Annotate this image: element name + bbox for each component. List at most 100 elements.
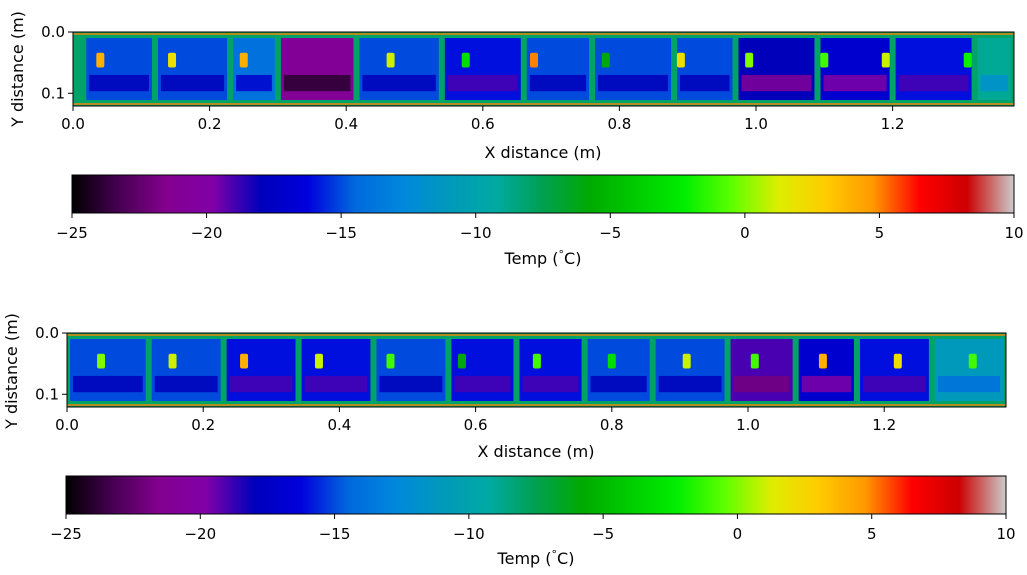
colorbar-tick-label: 0 (740, 224, 750, 242)
heatmap-bottom-module-11-cold-band (801, 375, 851, 393)
heatmap-bottom-cells (67, 333, 1006, 407)
colorbar-tick-label: 10 (1004, 224, 1023, 242)
heatmap-top-cells (73, 32, 1014, 106)
x-tick-label: 1.0 (736, 416, 760, 434)
heatmap-bottom-hot-spot-13 (968, 353, 977, 369)
heatmap-bottom-module-1-cold-band (73, 375, 143, 393)
heatmap-top-x-ticks: 0.0 0.2 0.4 0.6 0.8 1.0 1.2 (61, 106, 905, 133)
heatmap-bottom-module-6-cold-band (454, 375, 511, 393)
colorbar-tick-label: −15 (319, 525, 351, 543)
heatmap-bottom-module-9-cold-band (658, 375, 722, 393)
heatmap-bottom-frame (66, 332, 1007, 408)
heatmap-bottom-module-8-cold-band (590, 375, 647, 393)
colorbar-tick-label: −5 (592, 525, 614, 543)
heatmap-top-module-6-cold-band (447, 74, 518, 92)
heatmap-bottom-y-label: Y distance (m) (2, 313, 21, 430)
heatmap-edge-bottom (73, 103, 1014, 105)
x-tick-label: 0.2 (198, 115, 222, 133)
heatmap-top-module-2-cold-band (160, 74, 225, 92)
heatmap-top-x-label: X distance (m) (485, 143, 602, 162)
x-tick-label: 0.0 (61, 115, 85, 133)
heatmap-top-module-1-cold-band (89, 74, 149, 92)
heatmap-top-module-3-cold-band (236, 74, 272, 92)
heatmap-top-hot-spot-10 (820, 52, 829, 68)
heatmap-top-module-13-cold-band (980, 74, 1008, 92)
colorbar-tick-label: −25 (50, 525, 82, 543)
heatmap-bottom-module-3-cold-band (229, 375, 293, 393)
heatmap-top-y-label: Y distance (m) (8, 11, 27, 128)
x-tick-label: 1.2 (872, 416, 896, 434)
y-tick-label: 0.0 (41, 23, 65, 41)
heatmap-top-y-ticks: 0.0 0.1 (41, 23, 73, 102)
heatmap-bottom-hot-spot-7 (532, 353, 541, 369)
heatmap-bottom-module-2-cold-band (154, 375, 218, 393)
heatmap-top-module-7-cold-band (529, 74, 587, 92)
x-tick-label: 0.4 (334, 115, 358, 133)
x-tick-label: 1.2 (881, 115, 905, 133)
heatmap-top-frame (72, 31, 1015, 107)
x-tick-label: 0.0 (55, 416, 79, 434)
colorbar-bottom-ticks: −25 −20 −15 −10 −5 0 5 10 (50, 514, 1016, 543)
colorbar-tick-label: −10 (460, 224, 492, 242)
colorbar-tick-label: −10 (453, 525, 485, 543)
y-tick-label: 0.0 (35, 324, 59, 342)
heatmap-bottom-hot-spot-9 (682, 353, 691, 369)
heatmap-edge-top (67, 334, 1006, 336)
heatmap-bottom-module-12-cold-band (862, 375, 926, 393)
heatmap-bottom-module-4-cold-band (304, 375, 368, 393)
heatmap-bottom-hot-spot-12 (893, 353, 902, 369)
heatmap-bottom-x-label: X distance (m) (478, 442, 595, 461)
colorbar-top-gradient (71, 174, 1015, 214)
colorbar-bottom-gradient (65, 475, 1007, 515)
colorbar-bottom: −25 −20 −15 −10 −5 0 5 10 Temp (°C) (50, 475, 1016, 568)
heatmap-top-module-10-cold-band (741, 74, 812, 92)
colorbar-tick-label: 5 (875, 224, 885, 242)
heatmap-top-hot-spot-11 (881, 52, 890, 68)
heatmap-bottom-module-13-cold-band (937, 375, 1000, 393)
heatmap-top-hot-spot-6 (530, 52, 539, 68)
heatmap-bottom: 0.0 0.2 0.4 0.6 0.8 1.0 1.2 0.0 0.1 X distance … (2, 313, 1007, 461)
colorbar-tick-label: −15 (325, 224, 357, 242)
heatmap-top-hot-spot-5 (461, 52, 470, 68)
colorbar-top-label: Temp (°C) (504, 248, 582, 268)
heatmap-bottom-hot-spot-6 (457, 353, 466, 369)
heatmap-top-module-4-cold-band (283, 74, 351, 92)
heatmap-top-hot-spot-8 (676, 52, 685, 68)
colorbar-tick-label: −25 (56, 224, 88, 242)
heatmap-top: 0.0 0.2 0.4 0.6 0.8 1.0 1.2 0.0 0.1 X distance … (8, 11, 1015, 162)
heatmap-edge-bottom (67, 404, 1006, 406)
colorbar-bottom-label: Temp (°C) (497, 548, 575, 568)
heatmap-bottom-hot-spot-5 (386, 353, 395, 369)
heatmap-bottom-hot-spot-4 (314, 353, 323, 369)
heatmap-top-module-5-cold-band (362, 74, 436, 92)
heatmap-edge-top (73, 33, 1014, 35)
heatmap-top-hot-spot-1 (96, 52, 105, 68)
heatmap-bottom-x-ticks: 0.0 0.2 0.4 0.6 0.8 1.0 1.2 (55, 407, 896, 434)
heatmap-top-hot-spot-7 (601, 52, 610, 68)
heatmap-top-hot-spot-2 (168, 52, 177, 68)
heatmap-bottom-hot-spot-10 (750, 353, 759, 369)
colorbar-tick-label: −20 (191, 224, 223, 242)
x-tick-label: 0.8 (600, 416, 624, 434)
x-tick-label: 0.8 (607, 115, 631, 133)
heatmap-bottom-hot-spot-1 (97, 353, 106, 369)
x-tick-label: 0.6 (464, 416, 488, 434)
colorbar-tick-label: 0 (733, 525, 743, 543)
heatmap-bottom-module-5-cold-band (379, 375, 443, 393)
heatmap-top-hot-spot-12 (963, 52, 972, 68)
heatmap-bottom-module-7-cold-band (522, 375, 579, 393)
y-tick-label: 0.1 (35, 385, 59, 403)
colorbar-tick-label: 5 (867, 525, 877, 543)
colorbar-tick-label: −20 (184, 525, 216, 543)
colorbar-tick-label: −5 (599, 224, 621, 242)
y-tick-label: 0.1 (41, 84, 65, 102)
x-tick-label: 1.0 (744, 115, 768, 133)
heatmap-top-module-9-cold-band (680, 74, 730, 92)
heatmap-bottom-hot-spot-11 (818, 353, 827, 369)
heatmap-bottom-hot-spot-2 (168, 353, 177, 369)
heatmap-bottom-module-10-cold-band (733, 375, 790, 393)
heatmap-top-module-11-cold-band (823, 74, 887, 92)
colorbar-top-ticks: −25 −20 −15 −10 −5 0 5 10 (56, 213, 1024, 242)
x-tick-label: 0.6 (471, 115, 495, 133)
heatmap-bottom-hot-spot-3 (240, 353, 249, 369)
